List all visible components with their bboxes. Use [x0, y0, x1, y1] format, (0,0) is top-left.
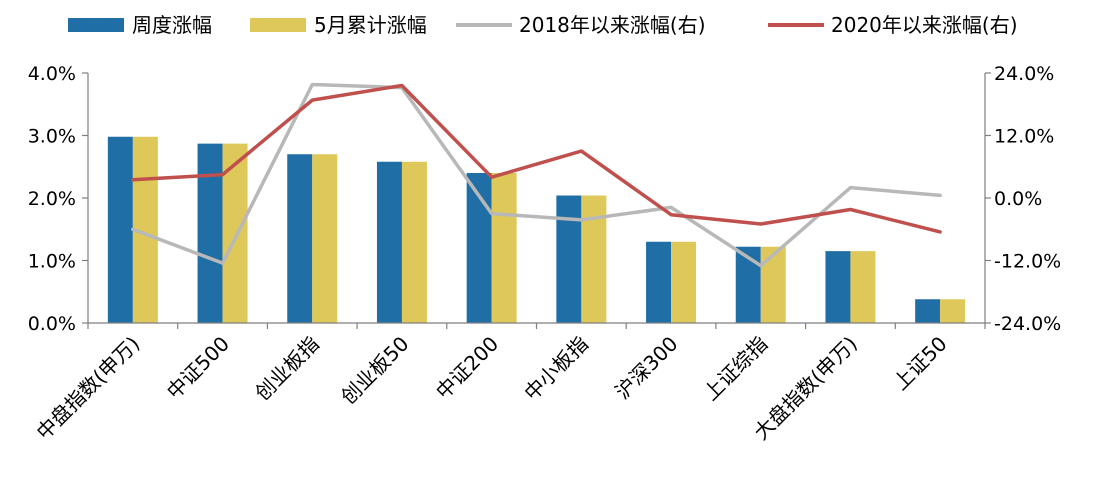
left-tick-label: 2.0%	[28, 188, 76, 210]
bar-may-2	[312, 154, 337, 323]
bar-may-5	[581, 196, 606, 324]
right-tick-label: 0.0%	[994, 188, 1042, 210]
legend-item-1: 5月累计涨幅	[250, 13, 427, 37]
right-tick-label: 12.0%	[994, 126, 1054, 148]
legend-item-0: 周度涨幅	[68, 13, 212, 37]
bar-weekly-1	[198, 144, 223, 323]
legend-item-2: 2018年以来涨幅(右)	[456, 13, 706, 37]
right-tick-label: -12.0%	[994, 251, 1061, 273]
right-tick-label: -24.0%	[994, 313, 1061, 335]
bar-may-8	[850, 251, 875, 323]
legend-label: 周度涨幅	[132, 13, 212, 37]
category-label: 沪深300	[610, 332, 682, 404]
category-label: 创业板50	[336, 332, 413, 409]
category-label: 中证500	[162, 332, 234, 404]
bar-may-6	[671, 242, 696, 323]
line-since-2020	[133, 86, 940, 232]
bar-weekly-5	[556, 196, 581, 324]
legend: 周度涨幅 5月累计涨幅 2018年以来涨幅(右) 2020年以来涨幅(右)	[68, 13, 1018, 37]
legend-label: 2020年以来涨幅(右)	[831, 13, 1018, 37]
bar-weekly-2	[287, 154, 312, 323]
legend-label: 2018年以来涨幅(右)	[519, 13, 706, 37]
left-tick-label: 0.0%	[28, 313, 76, 335]
left-tick-label: 1.0%	[28, 251, 76, 273]
bar-weekly-6	[646, 242, 671, 323]
bar-may-9	[940, 299, 965, 323]
legend-label: 5月累计涨幅	[314, 13, 427, 37]
bar-weekly-3	[377, 162, 402, 323]
bar-weekly-0	[108, 137, 133, 323]
bar-may-3	[402, 162, 427, 323]
line-since-2018	[133, 85, 940, 266]
bar-may-4	[492, 173, 517, 323]
bar-weekly-8	[825, 251, 850, 323]
legend-item-3: 2020年以来涨幅(右)	[768, 13, 1018, 37]
left-tick-label: 4.0%	[28, 63, 76, 85]
legend-swatch	[250, 18, 306, 32]
chart: 周度涨幅 5月累计涨幅 2018年以来涨幅(右) 2020年以来涨幅(右) 0.0% 1…	[0, 0, 1095, 477]
legend-swatch	[68, 18, 124, 32]
category-label: 上证50	[888, 332, 951, 395]
right-tick-label: 24.0%	[994, 63, 1054, 85]
bar-may-7	[761, 247, 786, 323]
category-label: 创业板指	[250, 332, 324, 406]
bar-weekly-9	[915, 299, 940, 323]
category-label: 中证200	[431, 332, 503, 404]
category-label: 中盘指数(申万)	[32, 332, 145, 445]
plot-area: 0.0% 1.0% 2.0% 3.0% 4.0% -24.0% -12.0% 0.0% 12.0…	[28, 63, 1062, 444]
category-label: 上证综指	[699, 332, 773, 406]
left-tick-label: 3.0%	[28, 126, 76, 148]
category-label: 中小板指	[519, 332, 593, 406]
